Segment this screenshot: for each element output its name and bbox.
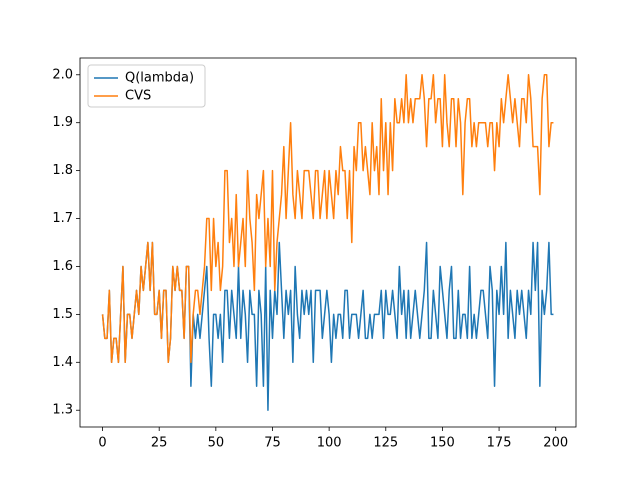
legend-label: CVS <box>125 89 151 104</box>
y-tick-label: 1.8 <box>52 163 73 178</box>
x-tick-label: 175 <box>487 436 512 451</box>
x-tick-label: 150 <box>430 436 455 451</box>
y-tick-label: 1.5 <box>52 307 73 322</box>
x-tick-label: 25 <box>151 436 168 451</box>
legend-label: Q(lambda) <box>125 71 194 86</box>
x-tick-label: 75 <box>264 436 281 451</box>
y-tick-label: 1.9 <box>52 115 73 130</box>
x-tick-label: 0 <box>98 436 106 451</box>
y-tick-label: 2.0 <box>52 67 73 82</box>
series-line <box>101 74 554 364</box>
axes-frame <box>79 57 577 428</box>
y-tick-label: 1.6 <box>52 259 73 274</box>
y-tick-label: 1.3 <box>52 403 73 418</box>
x-tick-label: 100 <box>317 436 342 451</box>
x-tick-label: 200 <box>543 436 568 451</box>
y-tick-label: 1.7 <box>52 211 73 226</box>
x-tick-label: 125 <box>373 436 398 451</box>
x-tick-label: 50 <box>208 436 225 451</box>
y-tick-label: 1.4 <box>52 355 73 370</box>
